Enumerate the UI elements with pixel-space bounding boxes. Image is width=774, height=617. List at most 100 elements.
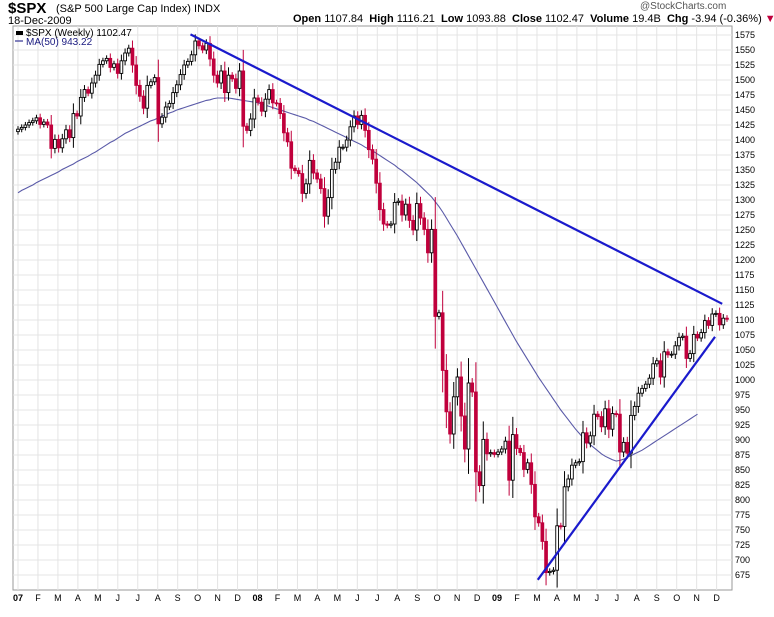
candle-body [230,74,235,80]
candle [145,75,150,118]
candle-body [381,209,386,225]
candle [337,140,342,170]
candle-body [614,413,619,416]
chg-label: Chg [666,13,689,25]
candle-body [90,82,94,94]
y-tick-label: 1225 [735,240,755,250]
index-full-name: (S&P 500 Large Cap Index) [56,3,191,15]
candle [496,448,500,458]
candle-body [403,203,408,216]
candle [448,402,452,444]
candle-body [396,200,401,203]
candle [200,42,205,54]
candle [485,432,489,461]
y-tick-label: 1125 [735,300,754,310]
candle [378,172,382,221]
candle [245,122,249,134]
y-tick-label: 725 [735,540,750,550]
high-value: 1116.21 [396,13,435,25]
candle [56,134,61,153]
candle [481,421,486,504]
candle-body [123,52,127,62]
candle-body [285,132,290,143]
candle-body [555,525,559,571]
candle [621,437,626,458]
candle [426,219,430,263]
candle-body [466,382,471,450]
x-tick-label: A [634,593,640,603]
candle [651,356,655,386]
candle-body [300,173,305,194]
x-tick-label: A [314,593,320,603]
candle-body [714,312,718,315]
candle [695,331,700,342]
candle [636,386,641,413]
candle-body [134,64,139,86]
candle [370,144,375,165]
x-tick-label: D [234,593,241,603]
candle-body [311,159,316,174]
candle-body [241,70,246,127]
candle-body [540,522,545,542]
candle [241,49,246,148]
candle-body [688,353,692,359]
candle [474,362,478,502]
candle [437,309,441,320]
candle-body [592,413,596,437]
candle-body [522,452,526,470]
candle-body [315,172,319,180]
candle-body [525,462,530,470]
candle [38,113,42,129]
candle-body [274,102,279,105]
candle [584,427,589,449]
candle-body [662,351,667,378]
candle-body [330,168,334,199]
candle-body [573,462,578,466]
candle-body [152,77,157,83]
candle-body [200,45,205,51]
candle-body [507,440,511,481]
candle [366,121,371,159]
candle-body [245,125,249,131]
plot-area [12,25,733,591]
candle [518,445,523,456]
y-tick-label: 1200 [735,255,755,265]
candle-body [496,451,500,455]
candle-body [474,391,478,473]
candle [588,431,593,448]
candle [82,85,87,102]
candle-body [422,217,427,230]
candle [422,212,427,236]
candle-body [444,369,449,413]
candle-body [289,141,294,169]
candle [64,124,68,144]
candle [529,453,534,494]
candle [677,332,681,351]
candle-body [389,223,393,226]
candle [104,55,109,64]
candle [414,192,419,242]
y-tick-label: 1025 [735,360,755,370]
candle [691,325,696,363]
candle-body [78,96,83,117]
candle-body [374,158,379,184]
candle [714,310,718,318]
x-tick-label: D [713,593,720,603]
candle [381,202,386,231]
candle-body [270,89,275,104]
candle [606,399,611,439]
candle [19,124,24,133]
candle [341,144,345,151]
candle-body [149,81,153,86]
legend-price-swatch [16,31,23,35]
candle [573,459,578,469]
candle-body [385,223,390,226]
candle-body [333,161,338,170]
candle [673,341,678,359]
candle [112,60,116,71]
candle [470,378,475,397]
candle [522,444,526,478]
candle [178,69,183,91]
candle-body [640,387,644,394]
x-axis: 07 F M A M J J A S O N D 08 F M A M J J A S O N D 09 F M A M J J A S O N D [13,593,720,603]
